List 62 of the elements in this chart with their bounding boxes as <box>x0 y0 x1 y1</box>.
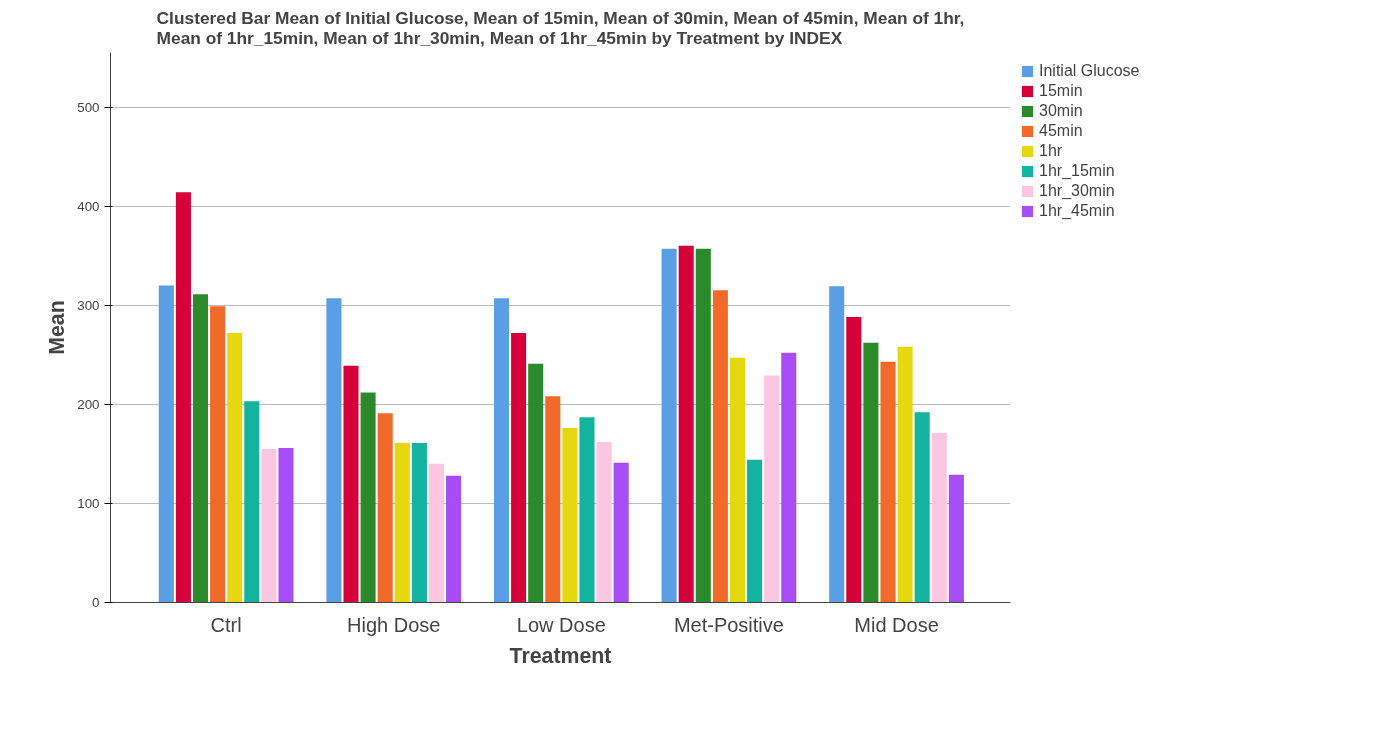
bar <box>596 441 612 603</box>
y-tick-label: 500 <box>77 99 100 115</box>
bar <box>446 475 462 603</box>
legend-label: 30min <box>1039 102 1083 120</box>
y-tick-label: 300 <box>77 297 100 313</box>
bar <box>261 448 277 603</box>
bar <box>747 459 763 603</box>
bar <box>343 365 359 603</box>
bar <box>897 346 913 603</box>
bar <box>175 192 191 603</box>
bar <box>678 245 694 603</box>
bar <box>712 290 728 603</box>
bar <box>511 332 527 603</box>
bar <box>210 306 226 603</box>
bar <box>326 298 342 603</box>
x-tick-label: Mid Dose <box>854 613 939 636</box>
x-tick-label: Met-Positive <box>673 613 784 636</box>
y-tick-label: 400 <box>77 198 100 214</box>
x-tick-label: Low Dose <box>516 613 606 636</box>
legend-label: Initial Glucose <box>1039 62 1140 80</box>
bar <box>244 401 260 603</box>
bar <box>863 342 879 603</box>
bar <box>493 298 510 603</box>
bar <box>394 442 410 603</box>
bar <box>661 248 677 603</box>
bar <box>411 442 427 603</box>
bar <box>428 463 444 603</box>
bar <box>880 361 896 603</box>
bar <box>948 474 964 603</box>
bar <box>227 332 243 603</box>
legend-label: 1hr <box>1039 142 1063 160</box>
bar <box>695 248 711 603</box>
y-tick-label: 200 <box>77 396 100 412</box>
bar <box>579 417 595 603</box>
bar <box>158 285 174 603</box>
bar <box>829 286 845 603</box>
legend-label: 1hr_45min <box>1039 202 1115 220</box>
bar <box>545 396 561 603</box>
legend-label: 15min <box>1039 82 1083 100</box>
bar <box>192 294 209 603</box>
bar <box>613 462 629 603</box>
bar <box>528 363 544 603</box>
x-tick-label: High Dose <box>347 613 441 636</box>
bar <box>278 447 294 603</box>
bar <box>360 392 376 603</box>
legend-label: 1hr_15min <box>1039 162 1115 180</box>
y-tick-label: 0 <box>92 595 100 610</box>
x-axis-title: Treatment <box>509 643 612 668</box>
y-axis-title: Mean <box>45 300 70 355</box>
bar <box>781 352 797 603</box>
y-tick-label: 100 <box>77 495 100 511</box>
legend-label: 45min <box>1039 122 1083 140</box>
bar <box>846 317 862 603</box>
x-tick-label: Ctrl <box>210 613 242 636</box>
bar <box>931 433 947 603</box>
bar <box>914 412 930 603</box>
bar <box>377 413 393 603</box>
bar <box>764 375 780 603</box>
legend-label: 1hr_30min <box>1039 182 1115 200</box>
bar <box>562 428 578 603</box>
bar <box>729 357 746 603</box>
chart-title: Clustered Bar Mean of Initial Glucose, Mean of 15min, Mean of 30min, Mean of 45min, Mean of 1hr, Mean of 1hr_15min, Mean of 1hr_30min, Mean of 1hr_45min by Treatment by INDEX <box>156 7 965 48</box>
